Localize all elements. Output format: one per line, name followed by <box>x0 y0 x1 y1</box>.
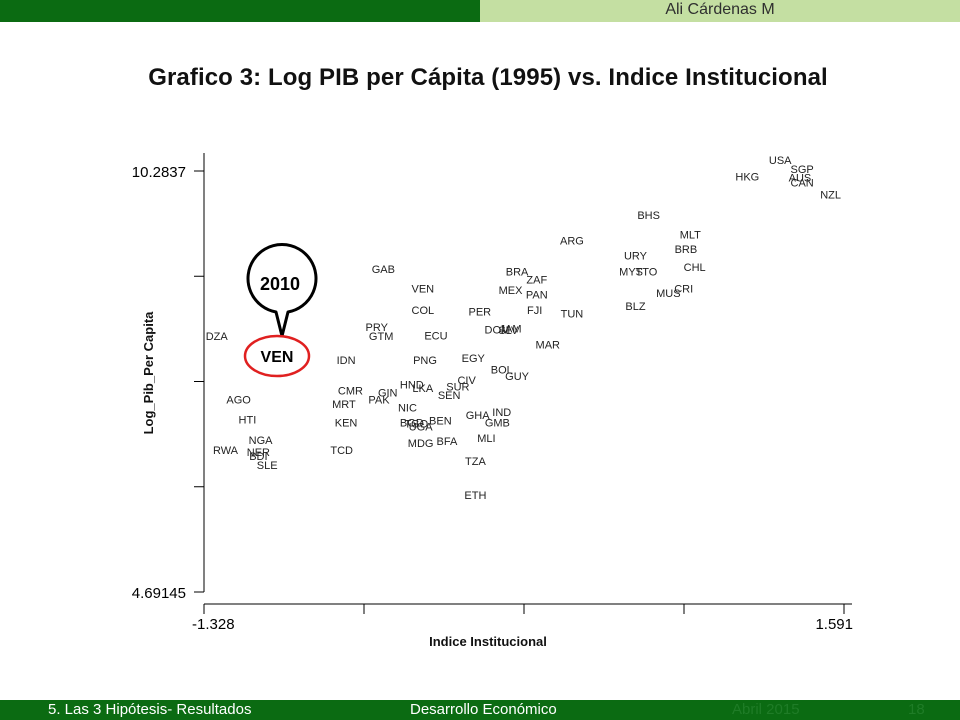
point-label-jam: JAM <box>500 324 522 336</box>
point-label-hnd: HND <box>400 379 424 391</box>
point-label-mrt: MRT <box>332 399 356 411</box>
point-label-can: CAN <box>791 178 814 190</box>
point-label-ago: AGO <box>226 394 251 406</box>
footer-date: Abril 2015 <box>732 701 800 718</box>
point-label-hkg: HKG <box>735 172 759 184</box>
point-label-egy: EGY <box>462 353 486 365</box>
point-label-arg: ARG <box>560 236 584 248</box>
point-label-pry: PRY <box>366 322 389 334</box>
point-label-png: PNG <box>413 355 437 367</box>
point-label-mar: MAR <box>536 339 561 351</box>
footer-bar: 5. Las 3 Hipótesis- Resultados Desarroll… <box>0 700 960 720</box>
point-label-per: PER <box>469 306 492 318</box>
point-label-mlt: MLT <box>680 230 701 242</box>
point-label-zaf: ZAF <box>526 275 547 287</box>
point-label-chl: CHL <box>684 262 706 274</box>
point-label-mli: MLI <box>477 433 495 445</box>
x-tick-label-max: 1.591 <box>815 616 853 633</box>
point-label-nzl: NZL <box>820 190 841 202</box>
point-label-dza: DZA <box>206 331 229 343</box>
point-label-ecu: ECU <box>424 330 447 342</box>
speech-bubble <box>246 243 318 338</box>
point-label-gha: GHA <box>466 410 491 422</box>
point-label-nga: NGA <box>249 435 274 447</box>
callout-ring <box>243 334 311 378</box>
point-label-tza: TZA <box>465 456 486 468</box>
point-label-rwa: RWA <box>213 445 239 457</box>
callout-year: 2010 <box>260 274 300 294</box>
point-label-tun: TUN <box>561 309 584 321</box>
point-label-brb: BRB <box>675 244 698 256</box>
point-label-tgo: TGO <box>404 418 428 430</box>
point-label-fji: FJI <box>527 305 542 317</box>
point-label-gtm: GTM <box>369 331 393 343</box>
point-label-guy: GUY <box>505 371 530 383</box>
point-label-ven: VEN <box>412 284 435 296</box>
point-label-sur: SUR <box>446 382 469 394</box>
header-bar-light <box>480 0 960 22</box>
point-label-bdi: BDI <box>249 451 267 463</box>
point-label-bfa: BFA <box>437 436 458 448</box>
y-axis-label: Log_Pib_Per Capita <box>141 311 156 435</box>
point-label-idn: IDN <box>337 355 356 367</box>
x-tick-label-min: -1.328 <box>192 616 235 633</box>
point-label-gab: GAB <box>372 264 395 276</box>
point-label-gin: GIN <box>378 388 398 400</box>
point-label-uga: UGA <box>409 421 434 433</box>
header-bar-dark <box>0 0 480 22</box>
point-label-civ: CIV <box>457 375 476 387</box>
point-label-cmr: CMR <box>338 385 363 397</box>
point-label-ner: NER <box>247 447 270 459</box>
point-label-aus: AUS <box>789 172 812 184</box>
author-name: Ali Cárdenas M <box>665 1 775 18</box>
footer-page-number: 18 <box>908 701 925 718</box>
point-label-mex: MEX <box>499 285 524 297</box>
point-label-ury: URY <box>624 251 648 263</box>
point-label-eth: ETH <box>464 490 486 502</box>
point-label-bgd: BGD <box>400 418 424 430</box>
y-axis-ticks <box>194 170 204 593</box>
point-label-sle: SLE <box>257 460 278 472</box>
point-label-bra: BRA <box>506 266 529 278</box>
point-label-nic: NIC <box>398 403 417 415</box>
point-label-dom: DOM <box>485 324 511 336</box>
point-label-hti: HTI <box>239 415 257 427</box>
footer-course: Desarrollo Económico <box>410 701 557 718</box>
point-label-mus: MUS <box>656 288 680 300</box>
point-label-slv: SLV <box>498 325 519 337</box>
point-label-lka: LKA <box>412 383 433 395</box>
point-label-sen: SEN <box>438 390 461 402</box>
point-label-tto: TTO <box>636 266 658 278</box>
x-axis-ticks <box>203 604 845 614</box>
point-label-bhs: BHS <box>637 210 660 222</box>
callout-2010: 2010 VEN <box>243 243 318 378</box>
point-label-mys: MYS <box>619 266 643 278</box>
point-label-ind: IND <box>492 407 511 419</box>
point-label-gmb: GMB <box>485 418 510 430</box>
footer-section: 5. Las 3 Hipótesis- Resultados <box>48 701 252 718</box>
point-label-pak: PAK <box>368 394 390 406</box>
callout-label: VEN <box>261 349 294 366</box>
slide-title: Grafico 3: Log PIB per Cápita (1995) vs.… <box>148 64 828 91</box>
point-label-pan: PAN <box>526 290 548 302</box>
point-label-bol: BOL <box>491 364 513 376</box>
y-tick-label-min: 4.69145 <box>132 585 186 602</box>
point-label-blz: BLZ <box>625 301 645 313</box>
point-label-col: COL <box>412 305 435 317</box>
point-label-tcd: TCD <box>330 445 353 457</box>
point-label-usa: USA <box>769 155 792 167</box>
point-label-cri: CRI <box>674 284 693 296</box>
point-label-ken: KEN <box>335 418 358 430</box>
point-label-ben: BEN <box>429 415 452 427</box>
data-point-labels: USASGPAUSCANHKGNZLBHSMLTBRBARGURYCHLMYST… <box>206 155 841 502</box>
x-axis-label: Indice Institucional <box>429 634 547 649</box>
y-tick-label-max: 10.2837 <box>132 164 186 181</box>
point-label-sgp: SGP <box>791 164 814 176</box>
point-label-mdg: MDG <box>408 438 434 450</box>
